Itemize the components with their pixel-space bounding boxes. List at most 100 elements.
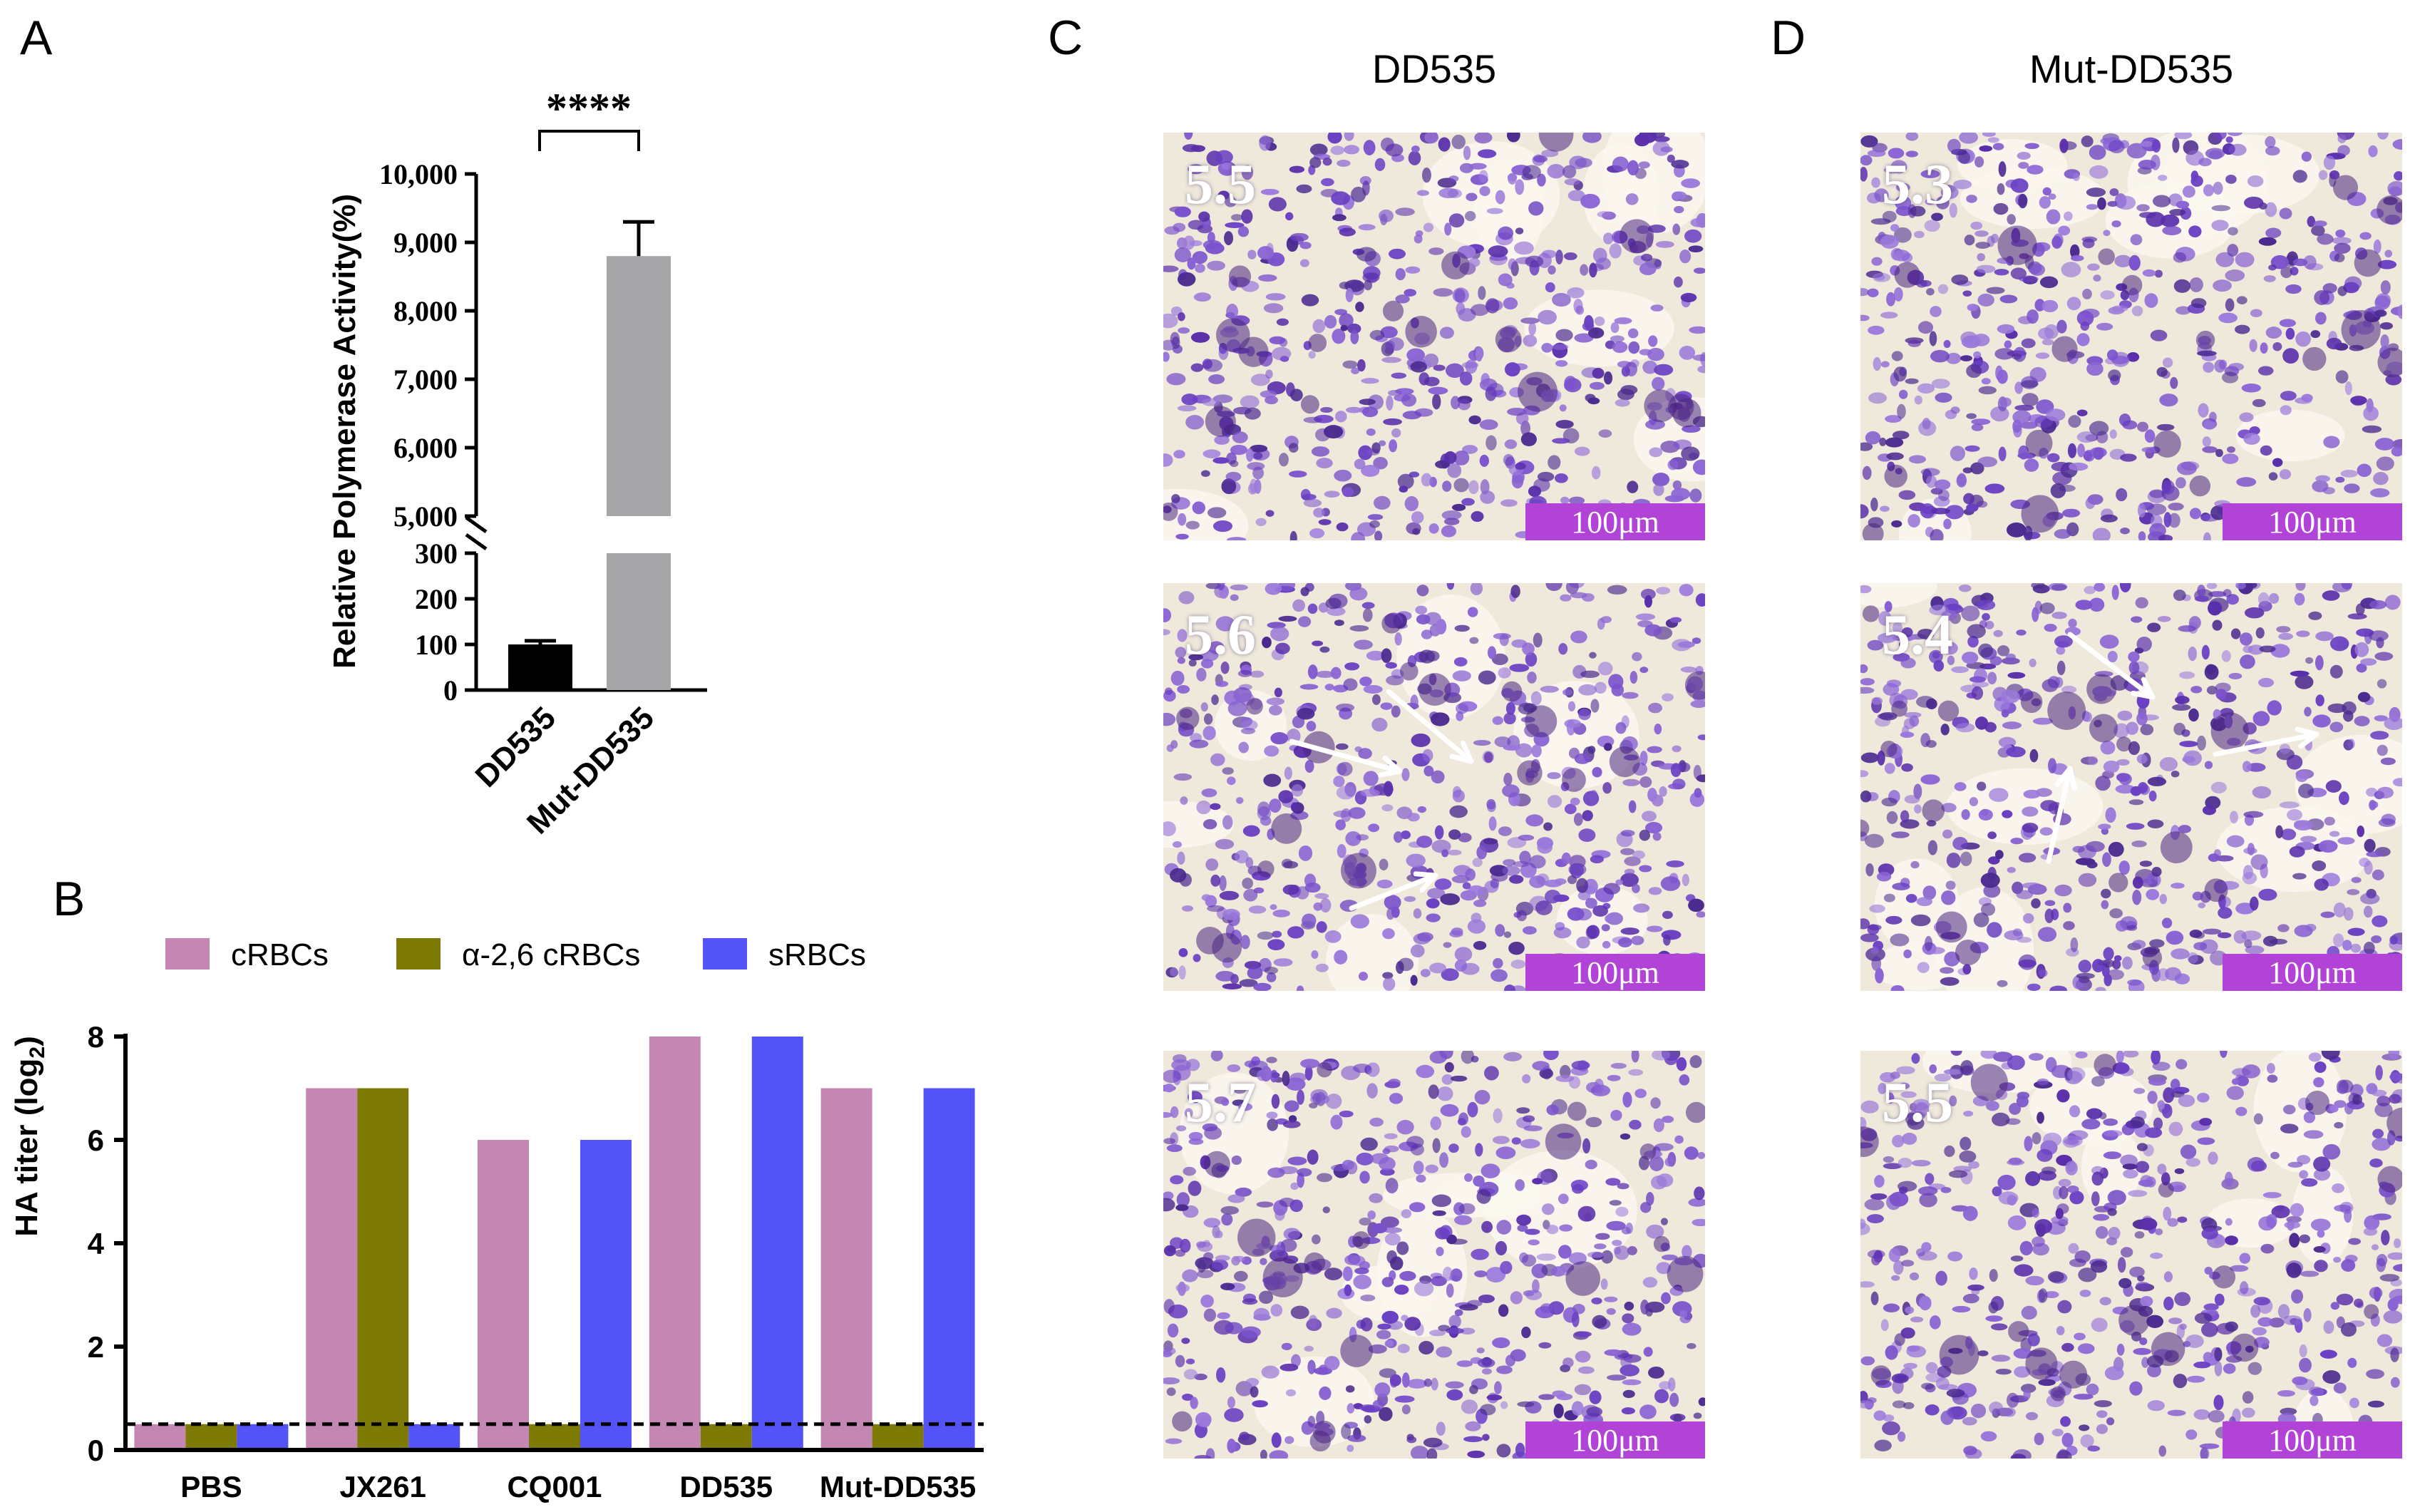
cell [2268,472,2278,481]
cell-cluster [1685,1101,1705,1123]
cell [1401,1209,1412,1218]
cell [1642,1277,1658,1288]
cell [2097,197,2106,210]
cell [1909,1272,1920,1281]
cell [1523,334,1538,347]
cell [1607,585,1627,595]
cell-cluster [1880,740,1898,758]
cell [1478,286,1486,300]
cell [2270,1151,2280,1159]
arrow-icon [2295,726,2319,749]
cell [1972,681,1989,688]
cell [1470,583,1483,595]
cell [1860,1391,1868,1404]
cell-cluster [1567,1101,1587,1121]
cell [2249,339,2257,352]
bar-dd535-0 [649,1037,701,1450]
cell [2126,925,2138,931]
cell [1354,1267,1369,1275]
clear-area [1957,139,2068,192]
cell [2060,1416,2071,1427]
cell-cluster [2160,831,2193,864]
cell [1555,419,1574,429]
cell [1692,459,1705,475]
cell [1971,418,1991,426]
cell [2322,1143,2341,1160]
scale-bar: 100μm [2223,503,2402,540]
cell [1175,1354,1185,1368]
cell [1201,894,1212,901]
cell [1478,1294,1495,1303]
cell [1267,939,1285,951]
cell [2333,1382,2347,1394]
cell [1332,214,1347,222]
cell [2269,938,2287,945]
cell [1335,819,1346,830]
cell [1674,205,1684,214]
cell [1463,1436,1483,1442]
cell [1178,1281,1186,1296]
cell [1175,1204,1189,1211]
cell [2109,908,2123,919]
cell [2009,1103,2022,1115]
cell [2319,1349,2337,1359]
cell [1610,1109,1622,1121]
cell [2203,420,2215,430]
cell [1564,178,1580,186]
cell [1597,618,1605,630]
cell-cluster [2153,430,2181,458]
cell [2226,1086,2244,1101]
cell [1680,292,1697,303]
cell [1883,1163,1902,1170]
cell [2159,893,2167,905]
cell [2215,855,2234,862]
bar-jx261-0 [306,1088,358,1450]
cell [1648,335,1658,347]
cell [2292,873,2307,880]
cell [2389,935,2398,945]
cell [1285,1389,1297,1397]
cell [2064,211,2073,221]
cell [1498,273,1513,287]
cell-cluster [2118,1305,2150,1336]
cell [2147,1400,2165,1411]
cell [1253,1307,1270,1321]
cell [2190,686,2203,694]
cell [1666,860,1684,868]
cell [2021,338,2036,349]
cell-cluster [1545,1123,1582,1160]
cell [1433,288,1453,297]
cell [1366,428,1376,436]
cell [1985,1101,1999,1111]
cell [1247,967,1263,979]
cell [1222,983,1242,989]
cell [1597,662,1613,676]
cell [1210,874,1221,887]
cell [1906,1345,1927,1358]
cell [1242,1298,1258,1305]
cell [1360,788,1380,797]
cell [1363,684,1383,694]
cell [1448,1238,1468,1245]
cell [1170,1175,1184,1185]
cell [2058,1178,2071,1188]
cell [1503,931,1512,938]
cell [2330,1302,2340,1310]
cell [1224,1408,1244,1422]
cell [2034,1432,2044,1446]
bar-mut-dd535-upper [607,256,671,516]
cell-cluster [1340,1334,1373,1367]
cell [1349,1255,1366,1266]
cell [2130,234,2143,246]
cell [2039,602,2055,614]
cell [1381,1277,1394,1287]
cell [2027,165,2044,175]
cell [1175,647,1187,659]
cell-cluster [2121,274,2143,296]
cell [2366,1369,2384,1379]
cell [1640,1299,1649,1315]
cell [2078,960,2091,973]
cell [1177,851,1185,865]
cell [1225,222,1245,228]
cell [1285,1077,1306,1091]
